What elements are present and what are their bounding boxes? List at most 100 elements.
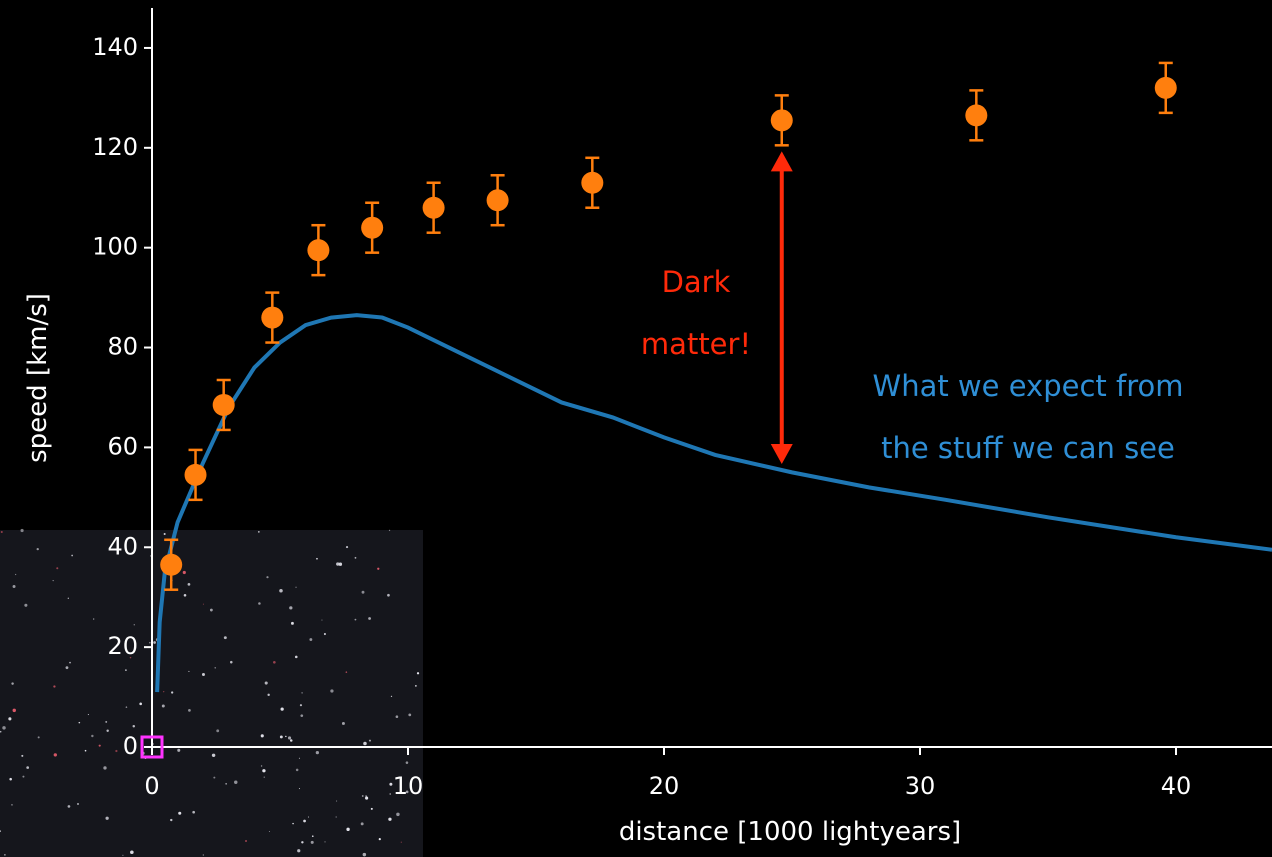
star — [11, 804, 12, 805]
data-point — [423, 197, 445, 219]
star — [391, 696, 392, 697]
star — [212, 754, 215, 757]
star — [203, 854, 204, 855]
star — [4, 854, 6, 856]
star — [292, 823, 293, 824]
star — [163, 691, 164, 692]
star — [295, 587, 296, 588]
star — [230, 661, 233, 664]
star — [261, 734, 264, 737]
star — [262, 769, 265, 772]
star — [303, 820, 306, 823]
star — [389, 530, 390, 531]
star — [295, 656, 298, 659]
star — [299, 788, 300, 789]
star — [54, 753, 57, 756]
model-label: the stuff we can see — [881, 431, 1175, 465]
star — [13, 585, 16, 588]
star — [79, 722, 81, 724]
y-tick-label: 100 — [92, 233, 138, 261]
star — [336, 800, 337, 801]
star — [66, 666, 69, 669]
star — [258, 531, 260, 533]
star — [406, 761, 409, 764]
star — [21, 755, 23, 757]
star — [265, 681, 268, 684]
data-point — [965, 104, 987, 126]
star — [355, 619, 357, 621]
star — [301, 841, 303, 843]
y-tick-label: 60 — [107, 432, 138, 460]
star — [192, 811, 195, 814]
star — [125, 669, 127, 671]
star — [153, 641, 156, 644]
y-tick-label: 20 — [107, 632, 138, 660]
star — [387, 594, 390, 597]
x-tick-label: 30 — [905, 772, 936, 800]
star — [285, 736, 286, 737]
arrow-head — [771, 444, 793, 464]
star — [264, 777, 265, 778]
x-axis-label: distance [1000 lightyears] — [619, 817, 961, 847]
chart: distance [1000 lightyears] speed [km/s] … — [0, 0, 1272, 857]
dark-matter-label: matter! — [641, 327, 751, 361]
star — [53, 580, 54, 581]
star — [311, 841, 314, 844]
star — [296, 769, 299, 772]
star — [68, 598, 69, 599]
star — [280, 735, 283, 738]
star — [53, 685, 55, 687]
star — [316, 751, 319, 754]
star — [93, 618, 94, 619]
y-tick-label: 0 — [123, 732, 138, 760]
star — [177, 749, 180, 752]
star — [346, 671, 348, 673]
star — [203, 604, 204, 605]
star — [290, 739, 293, 742]
star — [365, 795, 367, 797]
y-axis-label: speed [km/s] — [23, 293, 53, 463]
star — [316, 558, 318, 560]
star — [162, 705, 165, 708]
star — [171, 691, 173, 693]
star — [363, 742, 367, 746]
star — [56, 567, 58, 569]
star — [355, 557, 357, 559]
y-tick-label: 140 — [92, 33, 138, 61]
data-point — [361, 217, 383, 239]
star — [9, 778, 12, 781]
star — [71, 555, 73, 557]
star — [130, 850, 134, 854]
star — [188, 583, 191, 586]
star — [361, 822, 364, 825]
star — [371, 808, 373, 810]
star — [103, 766, 106, 769]
star — [37, 548, 39, 550]
star — [408, 713, 411, 716]
star — [346, 828, 349, 831]
data-point — [213, 394, 235, 416]
star — [85, 750, 87, 752]
star — [105, 721, 107, 723]
x-tick-label: 20 — [649, 772, 680, 800]
star — [11, 682, 13, 684]
star — [362, 591, 365, 594]
star — [234, 781, 237, 784]
star — [216, 729, 219, 732]
model-label: What we expect from — [873, 369, 1184, 403]
star-field — [0, 529, 423, 857]
star — [115, 750, 117, 752]
star — [1, 531, 3, 533]
star — [164, 533, 166, 535]
star — [133, 725, 135, 727]
star — [267, 694, 269, 696]
star — [379, 838, 381, 840]
star — [288, 736, 291, 739]
star — [281, 707, 284, 710]
star — [365, 797, 368, 800]
x-tick-label: 0 — [144, 772, 159, 800]
star — [266, 576, 268, 578]
y-tick-label: 80 — [107, 333, 138, 361]
star — [269, 831, 270, 832]
star — [225, 783, 226, 784]
